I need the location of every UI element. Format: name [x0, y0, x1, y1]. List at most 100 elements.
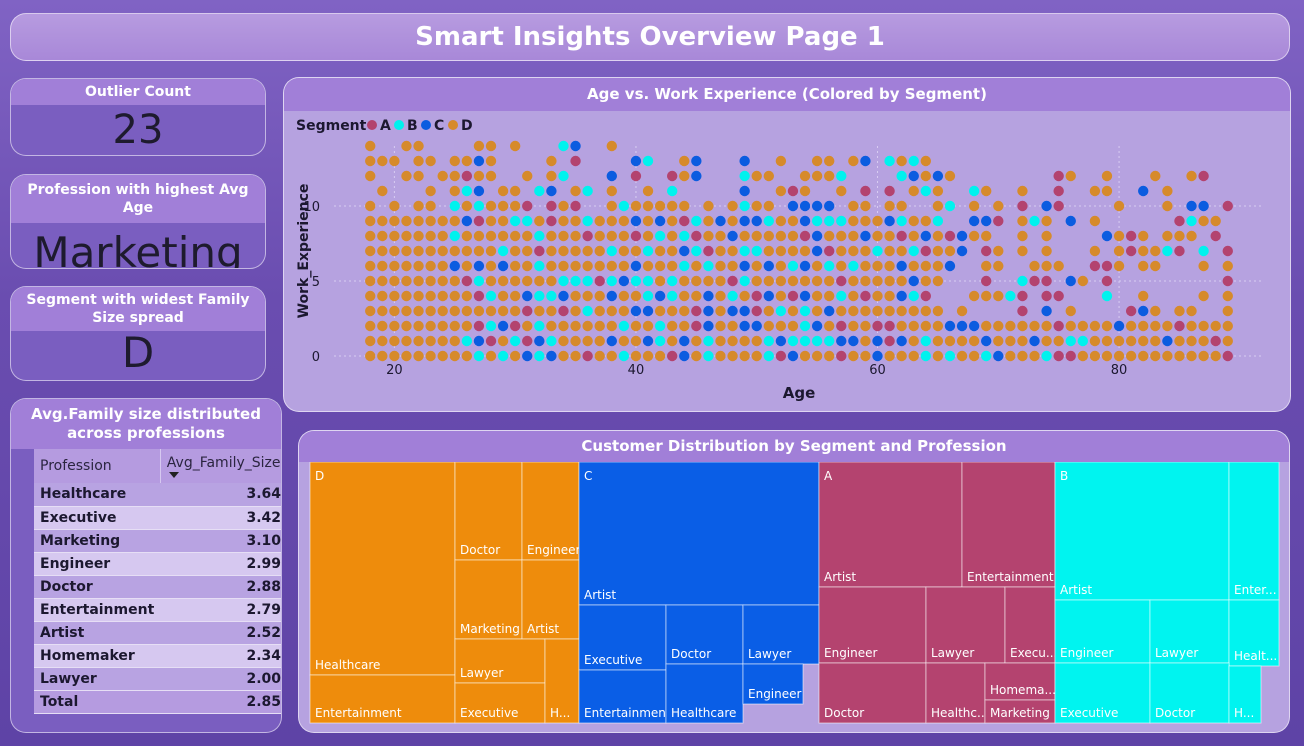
scatter-point[interactable]	[799, 275, 811, 287]
scatter-point[interactable]	[666, 350, 678, 362]
scatter-point[interactable]	[1065, 350, 1076, 362]
scatter-point[interactable]	[413, 275, 424, 287]
scatter-point[interactable]	[389, 230, 400, 242]
scatter-point[interactable]	[920, 170, 932, 182]
scatter-point[interactable]	[884, 200, 895, 212]
scatter-point[interactable]	[848, 245, 859, 257]
treemap-cell[interactable]	[521, 462, 580, 561]
scatter-point[interactable]	[666, 290, 678, 302]
scatter-point[interactable]	[944, 350, 956, 362]
treemap-cell[interactable]	[1054, 462, 1230, 601]
scatter-point[interactable]	[1029, 260, 1040, 272]
scatter-chart[interactable]: Segment A B C D 20 40 60 80 0 5 10 Age Work_Experien…	[284, 111, 1291, 412]
scatter-point[interactable]	[413, 290, 424, 302]
scatter-point[interactable]	[606, 185, 617, 197]
scatter-point[interactable]	[1077, 350, 1089, 362]
scatter-point[interactable]	[775, 155, 787, 167]
scatter-point[interactable]	[534, 335, 545, 347]
scatter-point[interactable]	[860, 320, 871, 332]
scatter-point[interactable]	[437, 230, 448, 242]
scatter-point[interactable]	[377, 230, 388, 242]
scatter-point[interactable]	[1186, 350, 1197, 362]
scatter-point[interactable]	[1089, 185, 1101, 197]
table-row[interactable]: Artist 2.52	[34, 621, 281, 645]
scatter-point[interactable]	[401, 170, 412, 182]
scatter-point[interactable]	[582, 230, 593, 242]
scatter-point[interactable]	[437, 170, 448, 182]
scatter-point[interactable]	[920, 350, 932, 362]
scatter-point[interactable]	[365, 140, 376, 152]
table-row[interactable]: Homemaker 2.34	[34, 644, 281, 668]
scatter-point[interactable]	[618, 275, 630, 287]
scatter-point[interactable]	[666, 335, 678, 347]
scatter-point[interactable]	[1222, 245, 1233, 257]
scatter-point[interactable]	[546, 245, 557, 257]
scatter-point[interactable]	[1089, 260, 1101, 272]
scatter-point[interactable]	[1041, 200, 1052, 212]
scatter-point[interactable]	[1041, 305, 1052, 317]
scatter-point[interactable]	[811, 215, 823, 227]
scatter-point[interactable]	[1125, 335, 1137, 347]
scatter-point[interactable]	[377, 320, 388, 332]
scatter-point[interactable]	[1101, 350, 1113, 362]
scatter-point[interactable]	[546, 335, 557, 347]
scatter-point[interactable]	[473, 275, 485, 287]
scatter-point[interactable]	[570, 335, 581, 347]
scatter-point[interactable]	[389, 215, 400, 227]
scatter-point[interactable]	[956, 230, 968, 242]
treemap-cell[interactable]	[818, 586, 927, 664]
scatter-point[interactable]	[1101, 290, 1113, 302]
scatter-point[interactable]	[365, 200, 376, 212]
scatter-point[interactable]	[1210, 320, 1221, 332]
scatter-point[interactable]	[811, 170, 823, 182]
scatter-point[interactable]	[1053, 170, 1064, 182]
scatter-point[interactable]	[920, 320, 932, 332]
scatter-point[interactable]	[908, 230, 919, 242]
scatter-point[interactable]	[473, 155, 485, 167]
scatter-point[interactable]	[437, 305, 448, 317]
scatter-point[interactable]	[896, 290, 907, 302]
scatter-point[interactable]	[872, 350, 883, 362]
scatter-point[interactable]	[558, 260, 569, 272]
scatter-point[interactable]	[642, 200, 654, 212]
scatter-point[interactable]	[534, 230, 545, 242]
scatter-point[interactable]	[691, 170, 702, 182]
scatter-point[interactable]	[401, 245, 412, 257]
scatter-point[interactable]	[654, 215, 666, 227]
scatter-point[interactable]	[1041, 335, 1052, 347]
scatter-point[interactable]	[570, 305, 581, 317]
scatter-point[interactable]	[1198, 335, 1209, 347]
scatter-point[interactable]	[401, 230, 412, 242]
scatter-point[interactable]	[509, 305, 521, 317]
scatter-point[interactable]	[836, 230, 847, 242]
scatter-point[interactable]	[413, 140, 424, 152]
table-row[interactable]: Healthcare 3.64	[34, 483, 281, 507]
scatter-point[interactable]	[618, 200, 630, 212]
scatter-point[interactable]	[1222, 305, 1233, 317]
scatter-point[interactable]	[981, 290, 992, 302]
scatter-point[interactable]	[1138, 230, 1149, 242]
scatter-point[interactable]	[522, 320, 533, 332]
scatter-point[interactable]	[1101, 260, 1113, 272]
scatter-point[interactable]	[703, 335, 714, 347]
scatter-point[interactable]	[365, 230, 376, 242]
scatter-point[interactable]	[981, 320, 992, 332]
scatter-point[interactable]	[461, 185, 473, 197]
scatter-point[interactable]	[775, 335, 787, 347]
treemap-cell[interactable]	[961, 462, 1056, 588]
scatter-point[interactable]	[691, 350, 702, 362]
scatter-point[interactable]	[775, 245, 787, 257]
scatter-point[interactable]	[872, 290, 883, 302]
scatter-point[interactable]	[715, 290, 726, 302]
scatter-point[interactable]	[1041, 275, 1052, 287]
scatter-point[interactable]	[618, 305, 630, 317]
scatter-point[interactable]	[727, 305, 738, 317]
scatter-point[interactable]	[389, 245, 400, 257]
scatter-point[interactable]	[981, 185, 992, 197]
scatter-point[interactable]	[425, 350, 436, 362]
scatter-point[interactable]	[679, 170, 690, 182]
scatter-point[interactable]	[606, 350, 617, 362]
scatter-point[interactable]	[1186, 215, 1197, 227]
scatter-point[interactable]	[823, 215, 835, 227]
scatter-point[interactable]	[630, 155, 642, 167]
